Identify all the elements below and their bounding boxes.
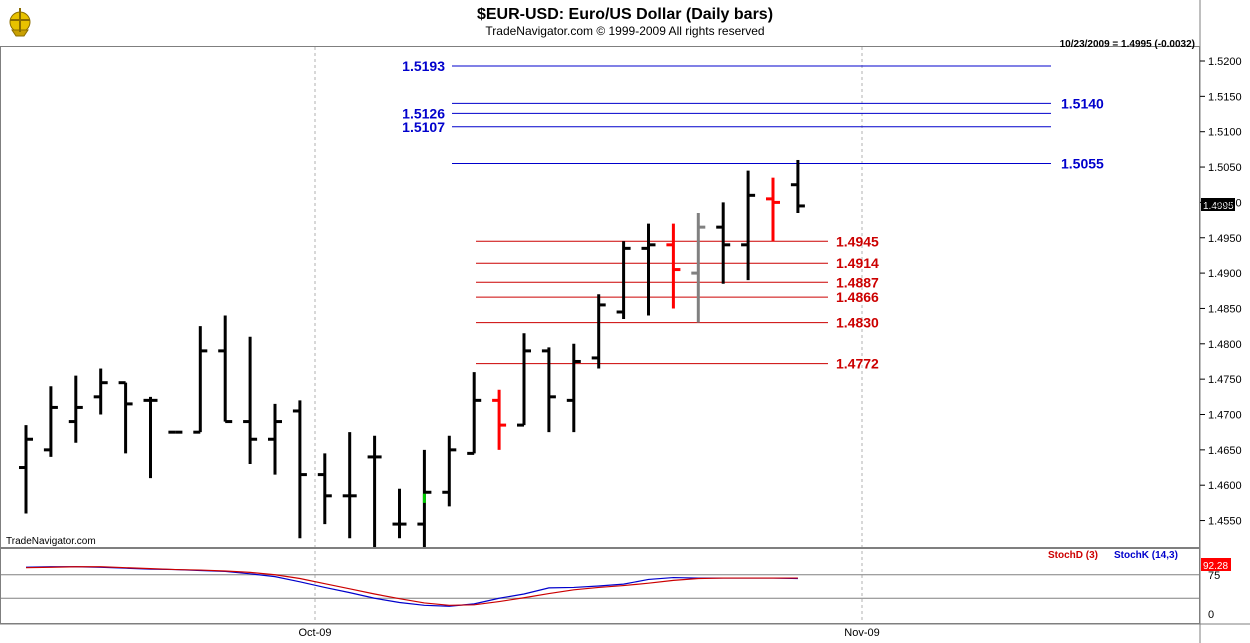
ohlc-bar bbox=[68, 375, 83, 443]
y-tick-label: 1.5050 bbox=[1208, 162, 1242, 174]
y-tick-label: 1.5000 bbox=[1208, 197, 1242, 209]
ohlc-bar bbox=[591, 294, 606, 369]
chart-title: $EUR-USD: Euro/US Dollar (Daily bars) bbox=[477, 6, 773, 23]
ohlc-bar bbox=[292, 400, 307, 539]
last-quote-text: 10/23/2009 = 1.4995 (-0.0032) bbox=[1060, 39, 1195, 50]
y-tick-label: 1.5100 bbox=[1208, 127, 1242, 139]
ohlc-bar bbox=[517, 333, 531, 427]
support-label: 1.4887 bbox=[836, 274, 879, 290]
stoch-d-line bbox=[25, 566, 798, 606]
y-tick-label: 1.4850 bbox=[1208, 303, 1242, 315]
last-price-label: 1.4995 bbox=[1203, 201, 1234, 212]
ohlc-bar bbox=[342, 432, 357, 539]
x-tick-label: Oct-09 bbox=[298, 627, 331, 639]
ohlc-bar bbox=[243, 336, 258, 464]
ohlc-bar bbox=[566, 343, 581, 433]
stoch-k-legend: StochK (14,3) bbox=[1114, 550, 1178, 561]
support-label: 1.4914 bbox=[836, 255, 879, 271]
resistance-label: 1.5055 bbox=[1061, 156, 1104, 172]
ohlc-bar bbox=[118, 381, 133, 454]
stoch-tick-label: 0 bbox=[1208, 609, 1214, 621]
ohlc-bar bbox=[268, 403, 282, 475]
tradenavigator-logo-icon bbox=[9, 8, 31, 37]
ohlc-bar bbox=[193, 326, 208, 434]
resistance-label: 1.5126 bbox=[402, 105, 445, 121]
watermark-text: TradeNavigator.com bbox=[6, 536, 96, 547]
y-axis: 1.5200 1.5150 1.5100 1.5050 1.5000 1.4950 1.49… bbox=[1200, 56, 1242, 528]
resistance-label: 1.5140 bbox=[1061, 95, 1104, 111]
support-label: 1.4772 bbox=[836, 356, 879, 372]
y-tick-label: 1.4550 bbox=[1208, 516, 1242, 528]
ohlc-bar bbox=[392, 488, 407, 539]
ohlc-bar bbox=[641, 223, 656, 316]
y-tick-label: 1.4650 bbox=[1208, 445, 1242, 457]
y-tick-label: 1.5150 bbox=[1208, 91, 1242, 103]
ohlc-bar bbox=[766, 177, 780, 242]
chart-subtitle: TradeNavigator.com © 1999-2009 All right… bbox=[485, 24, 764, 38]
ohlc-bar bbox=[790, 159, 805, 214]
y-tick-label: 1.4950 bbox=[1208, 233, 1242, 245]
ohlc-bar bbox=[741, 170, 756, 281]
y-tick-label: 1.4700 bbox=[1208, 410, 1242, 422]
support-label: 1.4866 bbox=[836, 289, 879, 305]
grid-layer bbox=[314, 47, 863, 624]
stoch-layer bbox=[1, 566, 1199, 607]
ohlc-bar bbox=[43, 386, 58, 457]
ohlc-bar bbox=[492, 389, 507, 450]
resistance-label: 1.5107 bbox=[402, 119, 445, 135]
y-tick-label: 1.4600 bbox=[1208, 480, 1242, 492]
last-price-box bbox=[1201, 198, 1235, 211]
ohlc-bar bbox=[716, 202, 731, 284]
ohlc-bar bbox=[218, 315, 233, 424]
ohlc-bar bbox=[442, 435, 457, 507]
ohlc-bar bbox=[19, 425, 33, 514]
stoch-d-legend: StochD (3) bbox=[1048, 550, 1098, 561]
stoch-tick-label: 75 bbox=[1208, 570, 1220, 582]
stoch-value-label: 92.28 bbox=[1203, 561, 1228, 572]
ohlc-bar bbox=[93, 368, 108, 415]
ohlc-bar bbox=[467, 372, 482, 455]
ohlc-bar bbox=[541, 347, 556, 433]
ohlc-bar bbox=[691, 213, 706, 323]
ohlc-bar bbox=[367, 435, 382, 549]
bars-layer bbox=[19, 159, 805, 549]
stoch-value-box bbox=[1201, 558, 1231, 571]
support-label: 1.4830 bbox=[836, 315, 879, 331]
support-label: 1.4945 bbox=[836, 233, 879, 249]
ohlc-bar bbox=[666, 223, 681, 309]
y-tick-label: 1.4750 bbox=[1208, 374, 1242, 386]
y-tick-label: 1.4800 bbox=[1208, 339, 1242, 351]
y-tick-label: 1.5200 bbox=[1208, 56, 1242, 68]
y-tick-label: 1.4900 bbox=[1208, 268, 1242, 280]
ohlc-bar bbox=[616, 241, 631, 320]
x-tick-label: Nov-09 bbox=[844, 627, 879, 639]
resistance-label: 1.5193 bbox=[402, 58, 445, 74]
ohlc-bar bbox=[143, 396, 158, 479]
ohlc-bar bbox=[317, 453, 332, 525]
